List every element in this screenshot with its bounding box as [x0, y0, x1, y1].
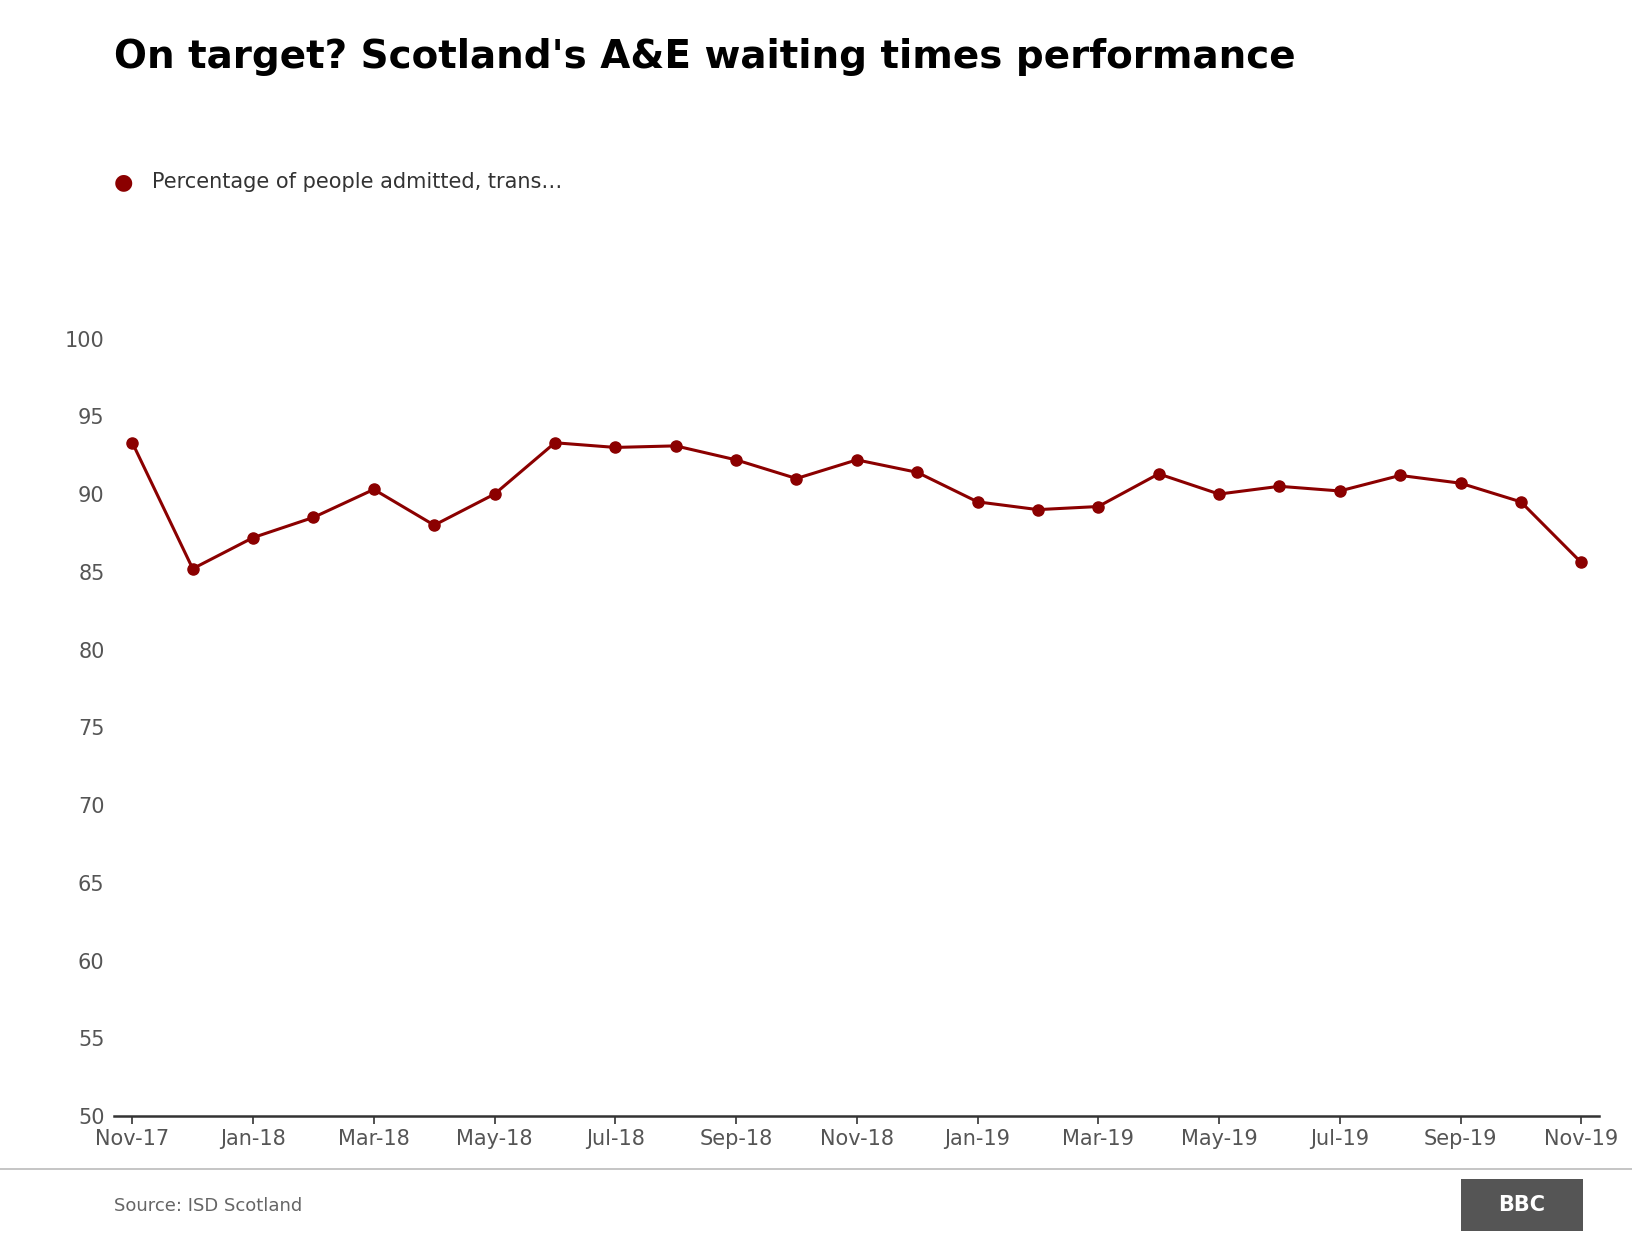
Text: ●: ● — [114, 172, 134, 192]
Text: BBC: BBC — [1498, 1195, 1546, 1215]
Text: Source: ISD Scotland: Source: ISD Scotland — [114, 1198, 302, 1215]
Text: On target? Scotland's A&E waiting times performance: On target? Scotland's A&E waiting times … — [114, 38, 1296, 75]
Text: Percentage of people admitted, trans…: Percentage of people admitted, trans… — [152, 172, 561, 192]
